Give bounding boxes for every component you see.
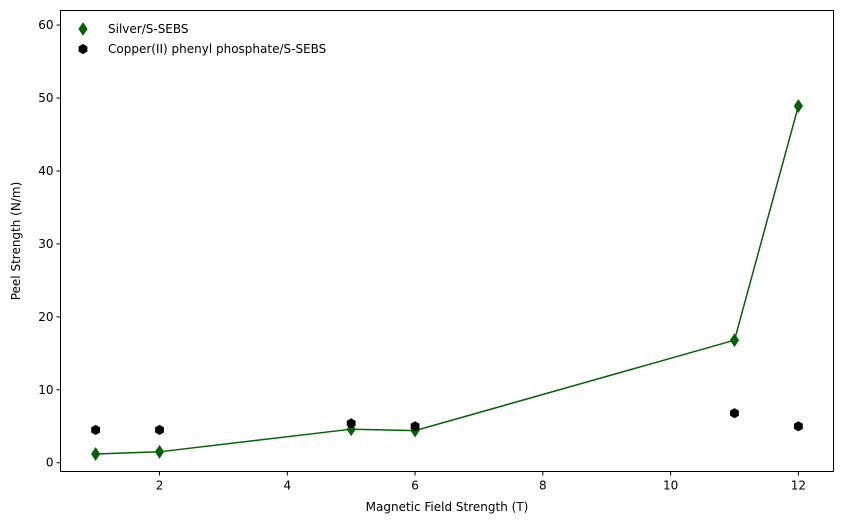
data-point-diamond [154, 444, 165, 459]
y-tick-label: 60 [38, 18, 53, 32]
data-point-hexagon [155, 424, 164, 435]
data-point-diamond [78, 22, 88, 36]
series-1 [91, 99, 803, 461]
x-tick-label: 6 [411, 479, 419, 493]
data-point-hexagon [793, 421, 803, 432]
y-axis-ticks: 0 10 20 30 40 50 60 [38, 18, 61, 470]
series-2 [91, 408, 803, 435]
y-tick-label: 50 [38, 91, 53, 105]
x-tick-label: 4 [283, 479, 291, 493]
x-tick-label: 12 [791, 479, 806, 493]
data-point-hexagon [730, 408, 739, 419]
x-axis-label: Magnetic Field Strength (T) [366, 500, 529, 514]
data-point-diamond [91, 447, 101, 461]
legend-entry-1: Silver/S-SEBS [78, 22, 189, 36]
y-tick-label: 10 [38, 383, 53, 397]
data-point-hexagon [410, 421, 420, 432]
legend-label: Copper(II) phenyl phosphate/S-SEBS [108, 42, 326, 56]
plot-frame [60, 10, 834, 472]
x-tick-label: 10 [663, 479, 678, 493]
data-point-diamond [729, 333, 740, 348]
data-point-hexagon [346, 418, 356, 429]
legend: Silver/S-SEBS Copper(II) phenyl phosphate… [78, 22, 326, 56]
legend-entry-2: Copper(II) phenyl phosphate/S-SEBS [78, 42, 326, 56]
x-tick-label: 2 [156, 479, 164, 493]
data-point-diamond [793, 99, 803, 113]
data-point-hexagon [91, 424, 101, 435]
x-axis-ticks: 2 4 6 8 10 12 [156, 471, 806, 493]
series-line [95, 105, 800, 455]
y-tick-label: 30 [38, 237, 53, 251]
legend-label: Silver/S-SEBS [108, 22, 189, 36]
data-point-hexagon [78, 43, 88, 55]
y-axis-label: Peel Strength (N/m) [9, 182, 23, 301]
plot-area [60, 10, 834, 472]
y-tick-label: 20 [38, 310, 53, 324]
series-layer [91, 99, 803, 461]
y-tick-label: 40 [38, 164, 53, 178]
y-tick-label: 0 [46, 456, 54, 470]
x-tick-label: 8 [539, 479, 547, 493]
